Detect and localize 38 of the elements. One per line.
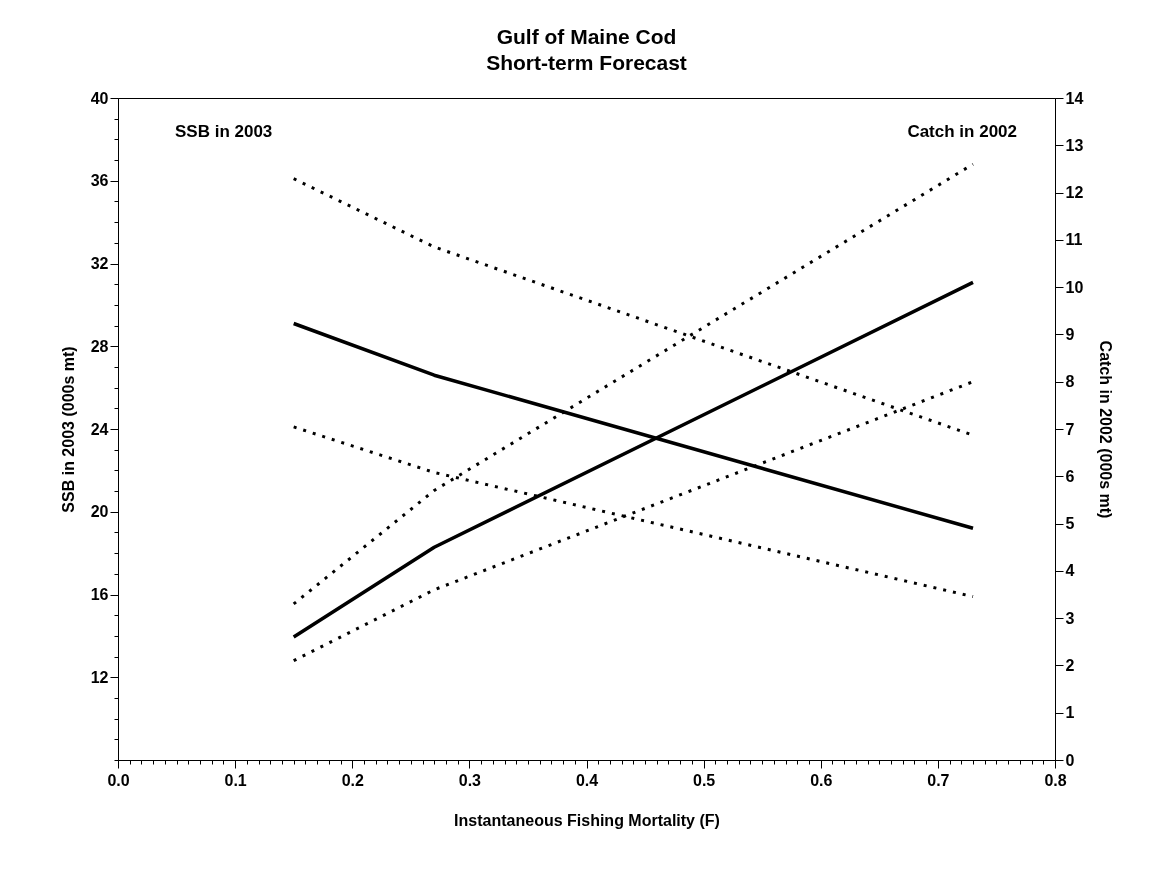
y2-tick-label: 1 — [1065, 704, 1075, 722]
chart-title: Gulf of Maine Cod Short-term Forecast — [486, 25, 687, 74]
y-tick-label: 36 — [90, 172, 109, 190]
x-tick-label: 0.4 — [575, 771, 599, 789]
x-tick-label: 0.8 — [1044, 771, 1067, 789]
x-axis-title: Instantaneous Fishing Mortality (F) — [454, 811, 720, 829]
y2-tick-label: 3 — [1065, 609, 1075, 627]
y-tick-label: 24 — [90, 420, 109, 438]
annotation: SSB in 2003 — [175, 122, 273, 141]
x-tick-label: 0.3 — [458, 771, 482, 789]
x-tick-label: 0.0 — [107, 771, 130, 789]
y-tick-label: 20 — [90, 503, 109, 521]
x-tick-label: 0.5 — [693, 771, 716, 789]
y2-tick-label: 12 — [1065, 184, 1084, 202]
y2-tick-label: 8 — [1065, 373, 1075, 391]
y-tick-label: 32 — [90, 255, 109, 272]
annotation: Catch in 2002 — [907, 122, 1017, 141]
x-tick-label: 0.1 — [224, 771, 247, 789]
y-tick-label: 40 — [90, 89, 109, 107]
y-tick-label: 12 — [90, 668, 109, 686]
y2-tick-label: 9 — [1065, 325, 1075, 343]
y2-tick-label: 11 — [1065, 231, 1083, 249]
y2-tick-label: 6 — [1065, 467, 1075, 485]
y-tick-label: 16 — [90, 586, 109, 603]
y2-tick-label: 13 — [1065, 136, 1084, 154]
x-tick-label: 0.7 — [927, 771, 950, 789]
y-tick-label: 28 — [90, 337, 109, 355]
y2-tick-label: 2 — [1065, 656, 1075, 674]
y2-tick-label: 10 — [1065, 278, 1084, 296]
y2-tick-label: 7 — [1065, 420, 1075, 438]
y2-tick-label: 5 — [1065, 515, 1075, 533]
y2-axis-title: Catch in 2002 (000s mt) — [1097, 340, 1115, 519]
x-tick-label: 0.2 — [341, 771, 364, 789]
x-tick-label: 0.6 — [810, 771, 833, 789]
y2-tick-label: 14 — [1065, 89, 1084, 107]
y2-tick-label: 4 — [1065, 562, 1075, 580]
y2-tick-label: 0 — [1065, 751, 1075, 769]
y-axis-title: SSB in 2003 (000s mt) — [59, 346, 77, 513]
